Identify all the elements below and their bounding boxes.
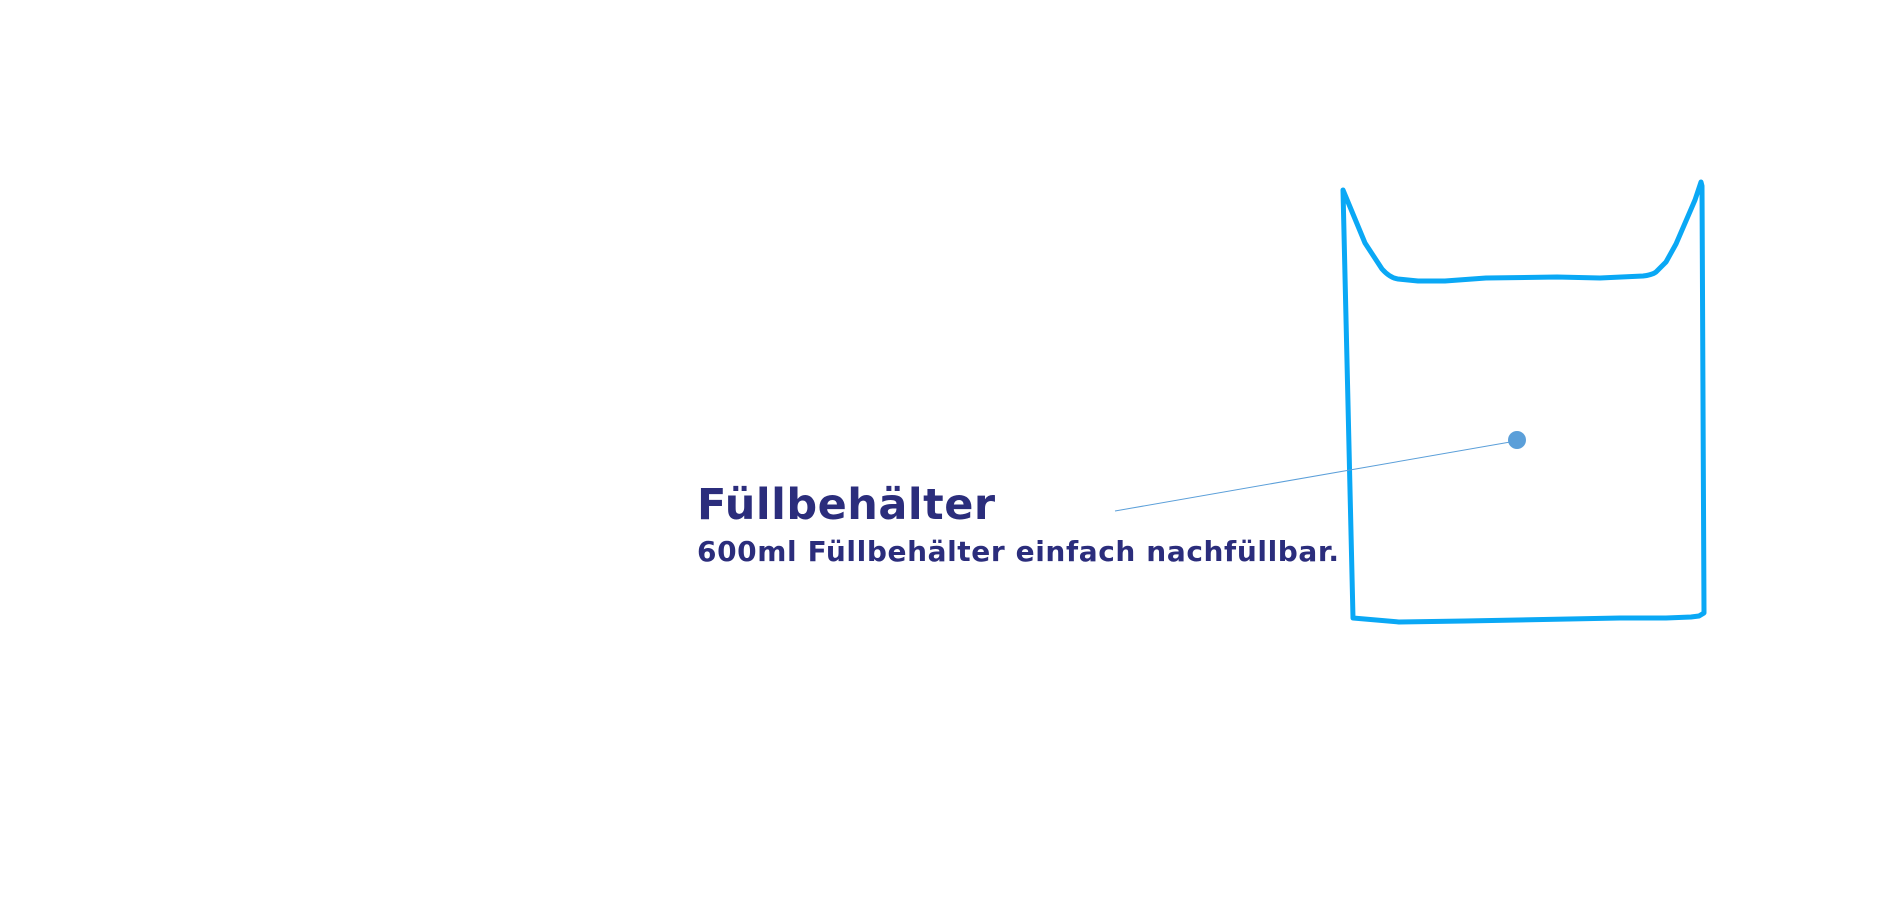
hotspot-title: Füllbehälter: [697, 480, 996, 530]
hotspot-marker-icon[interactable]: [1508, 431, 1526, 449]
hotspot-description: 600ml Füllbehälter einfach nachfüllbar.: [697, 535, 1340, 568]
hotspot-caption: Füllbehälter 600ml Füllbehälter einfach …: [697, 478, 1417, 572]
hotspot-leader-line: [1114, 440, 1517, 512]
container-outline-icon: [1340, 179, 1707, 625]
